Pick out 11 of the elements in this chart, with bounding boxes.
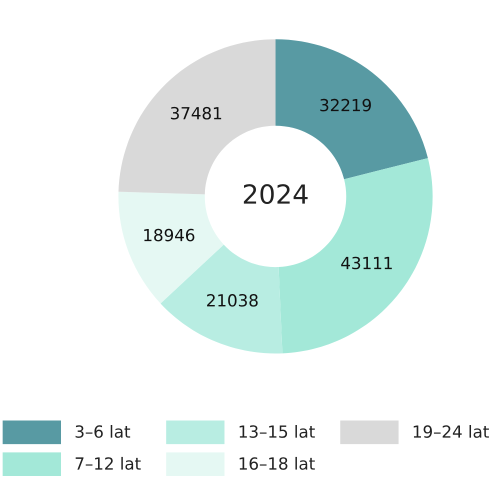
legend-label: 19–24 lat bbox=[414, 425, 489, 438]
data-label: 18946 bbox=[144, 228, 194, 242]
data-label: 37481 bbox=[170, 106, 222, 120]
data-label: 21038 bbox=[207, 294, 258, 307]
text: 2024 bbox=[244, 184, 308, 204]
legend-label: 7–12 lat bbox=[76, 456, 141, 470]
legend-label: 13–15 lat bbox=[240, 425, 315, 438]
data-label: 43111 bbox=[341, 256, 392, 270]
legend-label: 3–6 lat bbox=[76, 425, 130, 438]
legend-label: 16–18 lat bbox=[240, 456, 315, 470]
data-label: 32219 bbox=[320, 98, 371, 112]
